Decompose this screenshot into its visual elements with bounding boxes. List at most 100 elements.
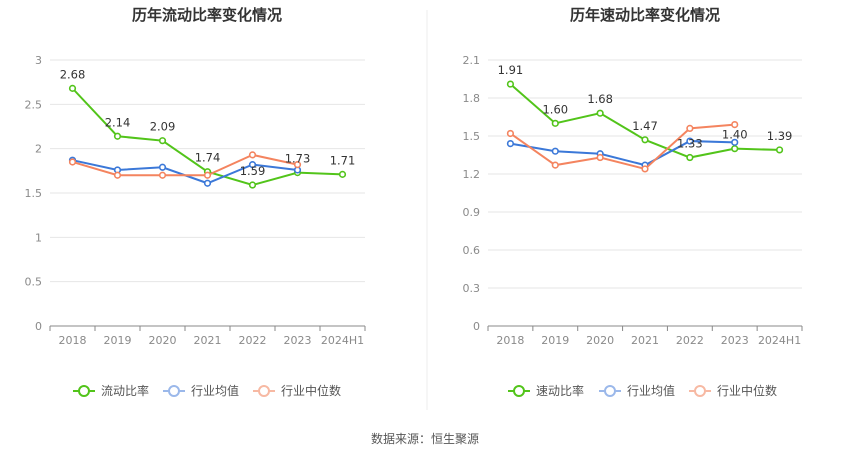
data-point: [248, 161, 257, 169]
data-point: [775, 146, 784, 154]
chart-title: 历年速动比率变化情况: [570, 6, 720, 24]
data-label: 1.39: [767, 129, 793, 143]
data-point: [113, 132, 122, 140]
data-label: 1.47: [632, 119, 658, 133]
data-point: [686, 124, 694, 132]
data-point: [158, 163, 167, 171]
data-point: [203, 171, 212, 179]
chart-title: 历年流动比率变化情况: [132, 6, 282, 24]
data-point: [731, 145, 739, 153]
data-point: [248, 181, 257, 189]
legend-item[interactable]: 行业均值: [163, 383, 239, 398]
y-tick-label: 1.5: [463, 130, 481, 143]
data-label: 1.71: [330, 153, 356, 167]
data-point: [68, 158, 77, 166]
y-tick-label: 0.6: [463, 244, 481, 257]
legend-marker: [168, 385, 180, 397]
legend-item[interactable]: 行业均值: [599, 383, 675, 398]
data-point: [158, 137, 167, 145]
data-point: [641, 165, 649, 173]
legend-label: 速动比率: [536, 383, 584, 398]
y-tick-label: 2.5: [25, 98, 43, 111]
data-label: 1.91: [498, 63, 524, 77]
x-tick-label: 2018: [59, 334, 87, 347]
data-point: [293, 161, 302, 169]
y-tick-label: 1.8: [463, 92, 481, 105]
series-line-行业中位数: [509, 123, 735, 171]
data-source-note: 数据来源：恒生聚源: [371, 431, 479, 446]
data-point: [113, 171, 122, 179]
data-point: [506, 80, 515, 88]
y-tick-label: 1.5: [25, 187, 43, 200]
data-label: 1.40: [722, 128, 748, 142]
y-tick-label: 3: [35, 54, 42, 67]
data-point: [248, 151, 257, 159]
data-point: [506, 140, 515, 148]
data-point: [731, 120, 739, 129]
data-point: [338, 170, 347, 178]
x-tick-label: 2024H1: [758, 334, 801, 347]
x-tick-label: 2020: [149, 334, 177, 347]
x-tick-label: 2021: [631, 334, 659, 347]
chart-panel-1: 历年流动比率变化情况 0 0.5 1 1.5 2 2.5 3 2018 2019 2020 2021 2…: [25, 6, 366, 398]
y-tick-label: 2: [35, 143, 42, 156]
data-point: [158, 171, 167, 179]
data-label: 2.68: [60, 67, 86, 81]
data-point: [551, 147, 559, 155]
y-tick-label: 2.1: [463, 54, 481, 67]
data-point: [68, 84, 77, 92]
legend-marker: [604, 385, 616, 397]
data-label: 1.68: [587, 92, 613, 106]
data-label: 1.33: [677, 137, 703, 151]
legend-item[interactable]: 流动比率: [73, 383, 149, 398]
legend-item[interactable]: 速动比率: [508, 383, 584, 398]
legend-marker: [258, 385, 270, 397]
y-tick-label: 1.2: [463, 168, 481, 181]
x-tick-label: 2023: [284, 334, 312, 347]
legend-item[interactable]: 行业中位数: [253, 383, 341, 398]
x-tick-label: 2019: [541, 334, 569, 347]
y-tick-label: 0: [35, 320, 42, 333]
legend-label: 流动比率: [101, 383, 149, 398]
x-tick-label: 2019: [104, 334, 132, 347]
chart-panel-2: 历年速动比率变化情况 0 0.3 0.6 0.9 1.2 1.5 1.8 2.1 2018 2019…: [463, 6, 803, 398]
data-point: [686, 137, 694, 145]
y-tick-label: 0.3: [463, 282, 481, 295]
legend-marker: [78, 385, 90, 397]
data-label: 1.74: [195, 151, 221, 165]
legend-marker: [513, 385, 525, 397]
data-label: 1.59: [240, 164, 266, 178]
series-line-行业均值: [510, 140, 735, 167]
data-point: [641, 136, 649, 144]
y-tick-label: 0.5: [25, 276, 43, 289]
y-tick-label: 0: [473, 320, 480, 333]
x-tick-label: 2023: [721, 334, 749, 347]
y-tick-label: 1: [35, 231, 42, 244]
data-point: [731, 138, 739, 146]
data-point: [203, 179, 212, 187]
legend-label: 行业中位数: [281, 383, 341, 398]
legend-label: 行业均值: [627, 383, 675, 398]
data-point: [596, 153, 604, 162]
data-label: 1.73: [285, 152, 311, 166]
x-tick-label: 2022: [676, 334, 704, 347]
legend-marker: [694, 385, 706, 397]
y-tick-label: 0.9: [463, 206, 481, 219]
legend-label: 行业均值: [191, 383, 239, 398]
x-tick-label: 2018: [496, 334, 524, 347]
data-label: 2.14: [105, 115, 131, 129]
series-line-行业中位数: [72, 153, 298, 177]
legend-label: 行业中位数: [717, 383, 777, 398]
data-label: 2.09: [150, 120, 176, 134]
data-point: [551, 119, 559, 127]
x-tick-label: 2021: [194, 334, 222, 347]
data-point: [506, 129, 515, 138]
x-tick-label: 2022: [239, 334, 267, 347]
data-point: [551, 161, 559, 169]
data-point: [596, 109, 604, 117]
legend-item[interactable]: 行业中位数: [689, 383, 777, 398]
x-tick-label: 2024H1: [321, 334, 364, 347]
data-point: [686, 153, 694, 162]
data-label: 1.60: [542, 102, 568, 116]
